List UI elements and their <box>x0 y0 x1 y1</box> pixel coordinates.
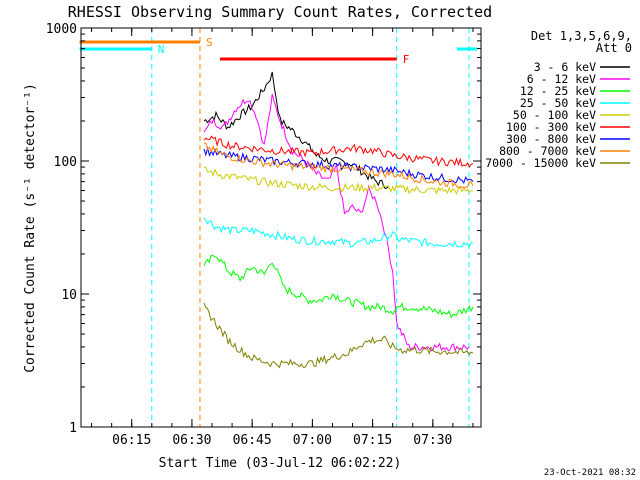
legend-title-line-1: Det 1,3,5,6,9, <box>531 29 632 43</box>
y-axis-label: Corrected Count Rate (s⁻¹ detector⁻¹) <box>23 83 38 373</box>
legend-label-2: 12 - 25 keV <box>520 84 596 98</box>
x-tick-label-2: 06:45 <box>233 433 272 448</box>
legend-title-line-2: Att 0 <box>596 41 632 55</box>
x-axis-label: Start Time (03-Jul-12 06:02:22) <box>159 456 402 471</box>
flag-label-n: N <box>158 43 165 56</box>
series-line-4 <box>203 166 474 195</box>
y-tick-label-3: 1000 <box>46 22 77 37</box>
series-line-7 <box>203 142 474 189</box>
legend-label-7: 800 - 7000 keV <box>499 144 596 158</box>
axes: 1 10 100 1000 06:15 06:30 06:45 07:00 07:15 07:30 <box>46 22 481 448</box>
series-line-5 <box>203 135 474 168</box>
x-tick-label-3: 07:00 <box>293 433 332 448</box>
flag-label-f: F <box>403 53 410 66</box>
plot-frame <box>80 27 482 428</box>
legend-label-0: 3 - 6 keV <box>534 60 596 74</box>
legend-label-6: 300 - 800 keV <box>506 132 596 146</box>
legend-label-3: 25 - 50 keV <box>520 96 596 110</box>
series-line-2 <box>203 254 474 319</box>
legend-label-8: 7000 - 15000 keV <box>485 156 596 170</box>
legend-label-5: 100 - 300 keV <box>506 120 596 134</box>
chart-title: RHESSI Observing Summary Count Rates, Co… <box>68 3 492 21</box>
series-line-8 <box>203 302 474 369</box>
series-line-6 <box>203 146 474 185</box>
legend-label-1: 6 - 12 keV <box>527 72 596 86</box>
x-tick-label-0: 06:15 <box>112 433 151 448</box>
series-line-0 <box>203 71 390 190</box>
x-tick-label-4: 07:15 <box>353 433 392 448</box>
plot-area: N S F <box>79 28 477 427</box>
x-tick-label-1: 06:30 <box>172 433 211 448</box>
legend-label-4: 50 - 100 keV <box>513 108 596 122</box>
timestamp: 23-Oct-2021 08:32 <box>544 468 636 478</box>
flag-label-s: S <box>206 36 213 49</box>
x-tick-label-5: 07:30 <box>413 433 452 448</box>
series-line-1 <box>203 93 470 353</box>
y-tick-label-2: 100 <box>54 155 77 170</box>
y-tick-label-1: 10 <box>61 288 77 303</box>
y-tick-label-0: 1 <box>69 421 77 436</box>
series-line-3 <box>203 217 474 248</box>
